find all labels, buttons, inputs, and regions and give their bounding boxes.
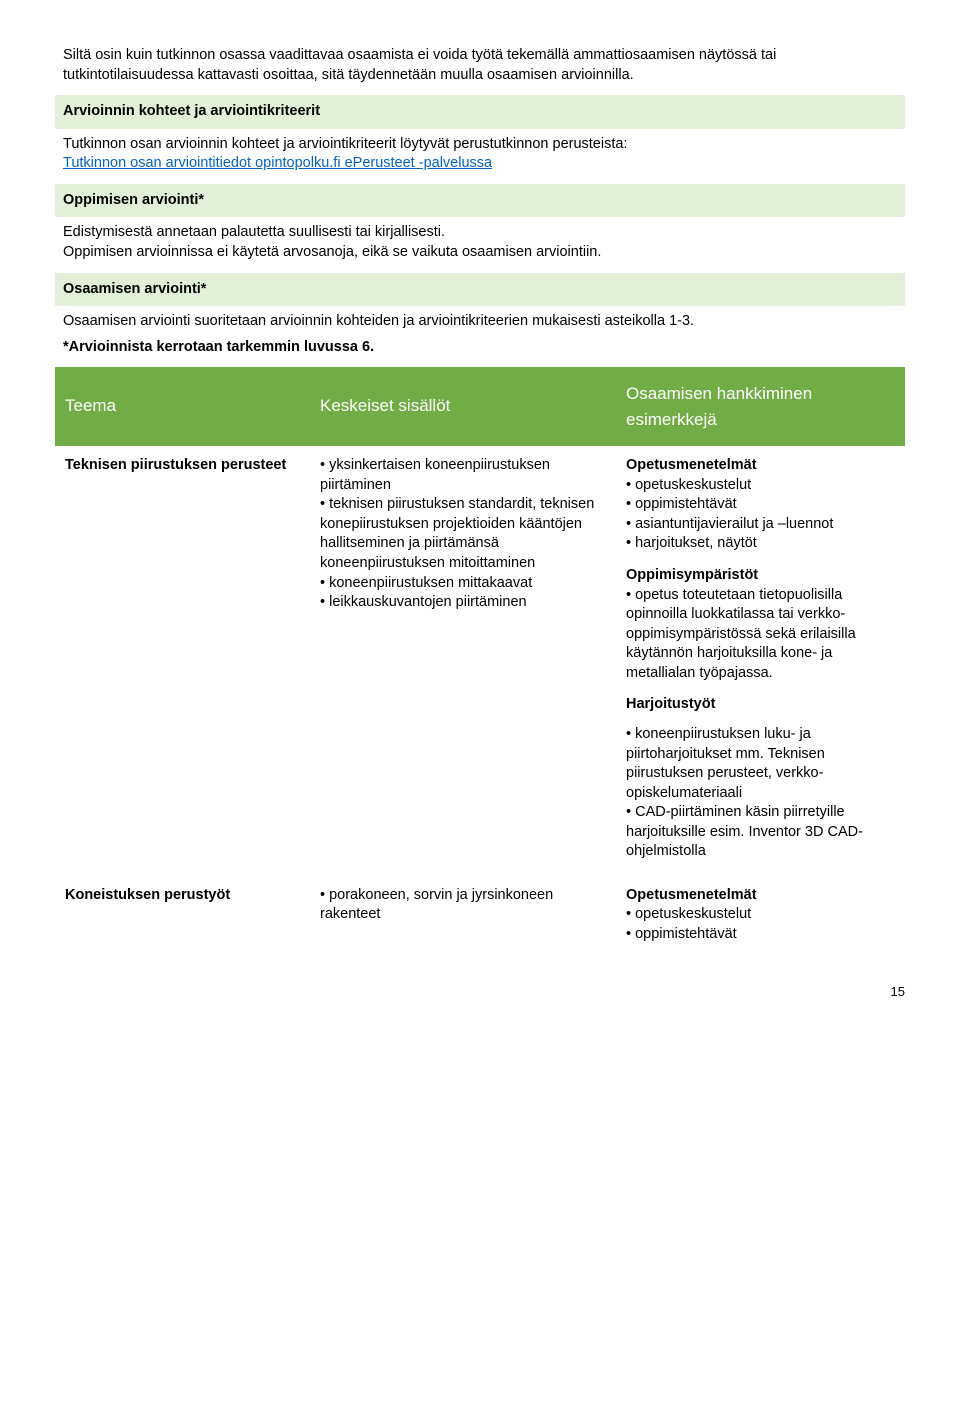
list-item: • leikkauskuvantojen piirtäminen xyxy=(320,593,606,613)
list-item: • koneenpiirustuksen luku- ja piirtoharj… xyxy=(626,725,895,803)
col-teema: Teema xyxy=(55,367,310,446)
list-item: • opetuskeskustelut xyxy=(626,476,895,496)
list-item: • opetuskeskustelut xyxy=(626,905,895,925)
list-item: • oppimistehtävät xyxy=(626,495,895,515)
osaaminen-cell: Opetusmenetelmät• opetuskeskustelut• opp… xyxy=(616,876,905,959)
list-item: • koneenpiirustuksen mittakaavat xyxy=(320,574,606,594)
list-item: • porakoneen, sorvin ja jyrsinkoneen rak… xyxy=(320,886,606,925)
teema-label: Koneistuksen perustyöt xyxy=(65,887,230,903)
osaamisen-note: *Arvioinnista kerrotaan tarkemmin luvuss… xyxy=(63,339,374,355)
page-number: 15 xyxy=(55,983,905,1001)
list-item: • oppimistehtävät xyxy=(626,925,895,945)
opetusmenetelmat-label: Opetusmenetelmät xyxy=(626,456,895,476)
osaaminen-cell: Opetusmenetelmät• opetuskeskustelut• opp… xyxy=(616,446,905,876)
teema-cell: Teknisen piirustuksen perusteet xyxy=(55,446,310,876)
arviointi-body: Tutkinnon osan arvioinnin kohteet ja arv… xyxy=(55,129,905,184)
col-keskeiset: Keskeiset sisällöt xyxy=(310,367,616,446)
keskeiset-cell: • yksinkertaisen koneenpiirustuksen piir… xyxy=(310,446,616,876)
opetusmenetelmat-label: Opetusmenetelmät xyxy=(626,886,895,906)
intro-text: Siltä osin kuin tutkinnon osassa vaaditt… xyxy=(63,47,776,83)
teema-label: Teknisen piirustuksen perusteet xyxy=(65,457,286,473)
table-header-row: Teema Keskeiset sisällöt Osaamisen hankk… xyxy=(55,367,905,446)
teema-cell: Koneistuksen perustyöt xyxy=(55,876,310,959)
arviointi-body-prefix: Tutkinnon osan arvioinnin kohteet ja arv… xyxy=(63,136,627,152)
harjoitustyot-label: Harjoitustyöt xyxy=(626,695,895,715)
arviointi-link[interactable]: Tutkinnon osan arviointitiedot opintopol… xyxy=(63,155,492,171)
table-row: Koneistuksen perustyöt • porakoneen, sorv… xyxy=(55,876,905,959)
intro-paragraph: Siltä osin kuin tutkinnon osassa vaaditt… xyxy=(55,40,905,95)
col-osaaminen: Osaamisen hankkiminen esimerkkejä xyxy=(616,367,905,446)
table-row: Teknisen piirustuksen perusteet • yksinke… xyxy=(55,446,905,876)
section-header-arviointi: Arvioinnin kohteet ja arviointikriteerit xyxy=(55,95,905,129)
section-header-osaamisen: Osaamisen arviointi* xyxy=(55,273,905,307)
osaamisen-text: Osaamisen arviointi suoritetaan arvioinn… xyxy=(63,313,694,329)
section-title: Oppimisen arviointi* xyxy=(63,192,204,208)
list-item: • CAD-piirtäminen käsin piirretyille har… xyxy=(626,803,895,862)
list-item: • teknisen piirustuksen standardit, tekn… xyxy=(320,495,606,573)
list-item: • yksinkertaisen koneenpiirustuksen piir… xyxy=(320,456,606,495)
section-title: Arvioinnin kohteet ja arviointikriteerit xyxy=(63,103,320,119)
oppimisen-body: Edistymisestä annetaan palautetta suulli… xyxy=(55,217,905,272)
osaamisen-body: Osaamisen arviointi suoritetaan arvioinn… xyxy=(55,306,905,367)
keskeiset-cell: • porakoneen, sorvin ja jyrsinkoneen rak… xyxy=(310,876,616,959)
section-header-oppimisen: Oppimisen arviointi* xyxy=(55,184,905,218)
oppimisymparistot-label: Oppimisympäristöt xyxy=(626,566,895,586)
section-title: Osaamisen arviointi* xyxy=(63,281,206,297)
list-item: • opetus toteutetaan tietopuolisilla opi… xyxy=(626,586,895,684)
list-item: • harjoitukset, näytöt xyxy=(626,534,895,554)
list-item: • asiantuntijavierailut ja –luennot xyxy=(626,515,895,535)
theme-table: Teema Keskeiset sisällöt Osaamisen hankk… xyxy=(55,367,905,958)
